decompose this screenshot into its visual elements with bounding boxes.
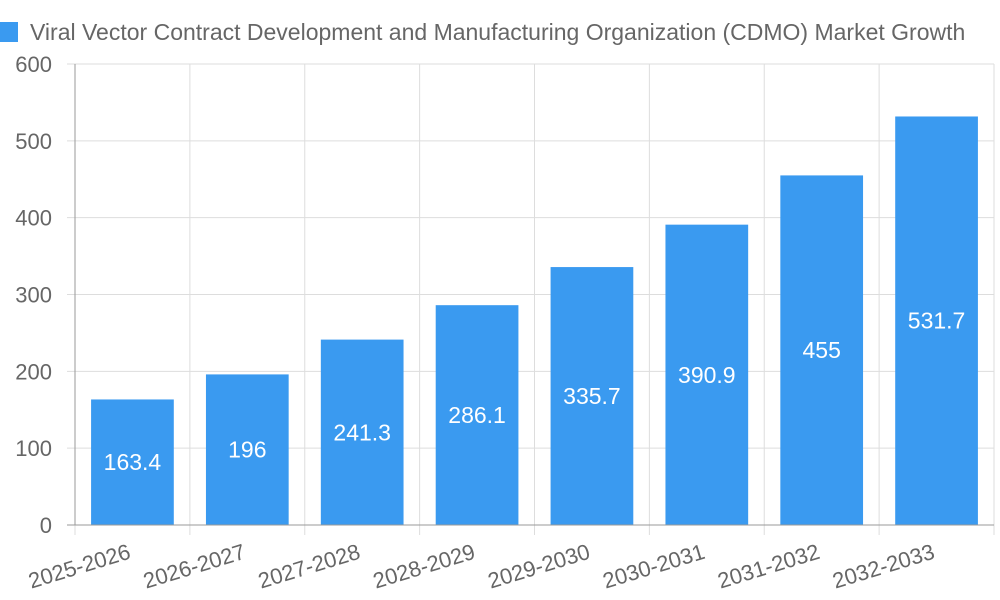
data-labels: 163.4 196 241.3 286.1 335.7 390.9 455 531.7 [104,308,966,475]
legend-label[interactable]: Viral Vector Contract Development and Ma… [30,19,966,45]
data-label: 241.3 [333,419,391,445]
x-tick-label: 2028-2029 [370,539,478,594]
x-tick-label: 2026-2027 [140,539,248,594]
data-label: 335.7 [563,383,621,409]
bar[interactable] [205,374,289,525]
y-tick-label: 300 [15,283,52,308]
x-tick-label: 2029-2030 [485,539,593,594]
legend-swatch[interactable] [0,22,18,42]
y-tick-label: 100 [15,436,52,461]
data-label: 196 [228,437,266,463]
x-tick-label: 2027-2028 [255,539,363,594]
x-tick-label: 2030-2031 [600,539,708,594]
bar[interactable] [780,175,864,526]
data-label: 455 [803,337,841,363]
y-tick-label: 200 [15,359,52,384]
bar[interactable] [895,116,978,525]
bar[interactable] [550,267,634,525]
y-tick-label: 500 [15,129,52,154]
y-tick-label: 400 [15,206,52,231]
bar[interactable] [91,399,174,525]
data-label: 531.7 [908,308,966,334]
y-tick-label: 0 [40,513,52,538]
x-tick-label: 2031-2032 [715,539,823,594]
bars [91,116,978,526]
data-label: 286.1 [448,402,506,428]
bar[interactable] [665,224,749,525]
bar[interactable] [320,339,404,525]
bar[interactable] [435,305,519,525]
y-tick-label: 600 [15,52,52,77]
data-label: 390.9 [678,362,736,388]
x-tick-label: 2025-2026 [25,539,133,594]
x-tick-label: 2032-2033 [830,539,938,594]
data-label: 163.4 [104,449,162,475]
